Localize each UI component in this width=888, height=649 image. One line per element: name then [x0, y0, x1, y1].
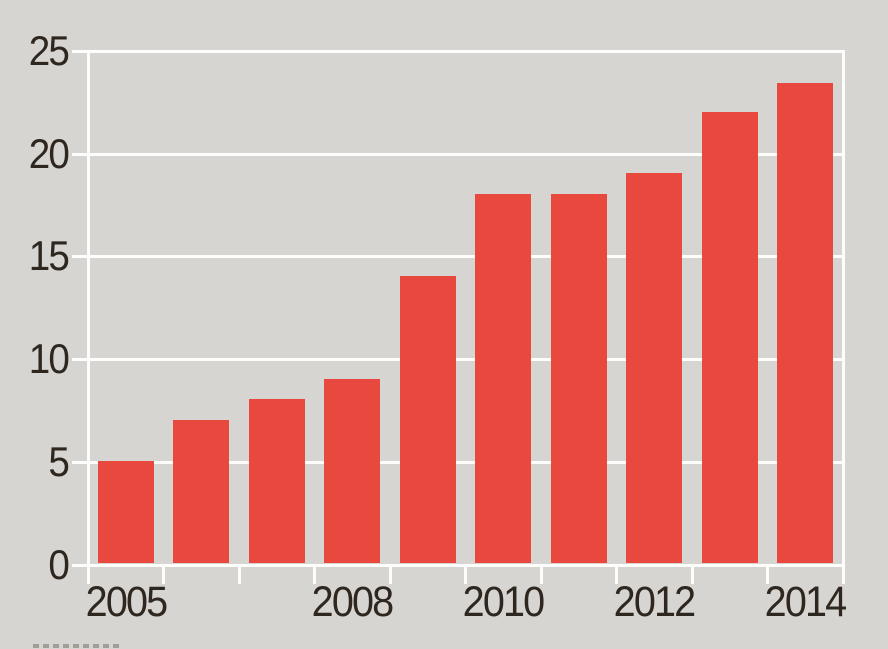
x-axis-tick [162, 563, 165, 584]
bar [97, 460, 154, 564]
cut-off-caption-fragment [33, 644, 119, 648]
x-axis-tick [539, 563, 543, 584]
gridline [72, 152, 845, 156]
y-tick-label: 25 [28, 27, 70, 74]
gridline [72, 358, 845, 362]
y-tick-label: 0 [48, 540, 69, 588]
x-tick-label: 2008 [311, 578, 394, 626]
x-axis-tick [766, 563, 769, 584]
bar [626, 173, 683, 564]
x-axis-tick [313, 563, 316, 584]
x-tick-label: 2005 [85, 578, 167, 626]
axis-frame-line [86, 50, 90, 567]
x-tick-label: 2012 [613, 578, 696, 626]
y-tick-label: 5 [48, 437, 69, 485]
gridline [72, 563, 845, 567]
gridline [72, 255, 845, 259]
x-tick-label: 2014 [764, 578, 847, 626]
x-axis-tick [464, 563, 467, 584]
bar [777, 82, 834, 564]
axis-frame-line [841, 50, 845, 567]
x-axis-tick [690, 563, 694, 584]
bar [475, 193, 532, 564]
gridline [72, 50, 845, 53]
bar [399, 275, 456, 564]
bar [248, 399, 305, 564]
bar [550, 193, 607, 564]
bar [324, 378, 381, 564]
x-axis-tick [86, 563, 90, 584]
gridline [72, 460, 845, 464]
y-tick-label: 10 [28, 335, 70, 383]
y-tick-label: 15 [28, 232, 70, 280]
x-axis-tick [237, 563, 241, 584]
x-tick-label: 2010 [462, 578, 545, 626]
y-tick-label: 20 [28, 129, 70, 177]
x-axis-tick [841, 563, 845, 584]
bar [701, 111, 758, 564]
bar [173, 419, 230, 564]
x-axis-tick [615, 563, 618, 584]
x-axis-tick [388, 563, 392, 584]
